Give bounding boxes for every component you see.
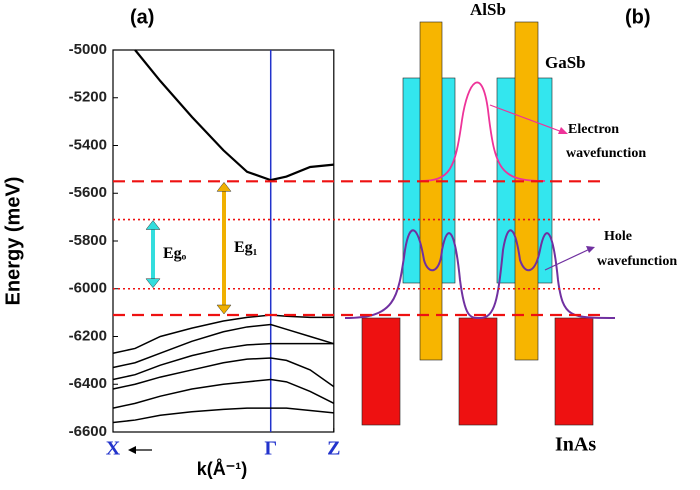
- label: Electron: [568, 122, 619, 137]
- band-line: [112, 407, 334, 424]
- y-tick-label: -5400: [69, 136, 107, 153]
- band-line: [112, 357, 335, 390]
- pointer: [489, 104, 566, 134]
- panel-label: (b): [625, 6, 651, 28]
- label: wavefunction: [566, 146, 646, 161]
- alsb-layer: [514, 21, 539, 361]
- panel-label: (a): [130, 6, 154, 28]
- band-line: [112, 342, 334, 381]
- label: wavefunction: [597, 254, 677, 269]
- x-tick-label: Γ: [264, 438, 277, 460]
- band-line: [112, 378, 335, 409]
- band-line: [112, 314, 334, 354]
- y-tick-label: -5200: [69, 89, 107, 106]
- inas-layer: [458, 317, 498, 426]
- annotation: Eg₁: [234, 239, 258, 256]
- label: GaSb: [545, 53, 586, 72]
- electron-wavefunction: [419, 81, 546, 182]
- y-tick-label: -6000: [69, 280, 107, 297]
- arrow-head: [558, 127, 568, 134]
- annotation: Egₒ: [163, 245, 187, 262]
- hole-wavefunction: [344, 229, 616, 320]
- arrow-head: [145, 220, 161, 230]
- arrow-head: [145, 278, 161, 289]
- decoration-arrow-head: [128, 446, 136, 454]
- label: InAs: [555, 434, 596, 456]
- arrow-head: [216, 304, 232, 315]
- y-axis-label: Energy (meV): [2, 177, 24, 306]
- arrow-head: [216, 181, 232, 192]
- y-tick-label: -6200: [69, 327, 107, 344]
- y-tick-label: -5600: [69, 184, 107, 201]
- alsb-layer: [419, 21, 443, 361]
- inas-layer: [361, 317, 401, 426]
- y-tick-label: -6600: [69, 423, 107, 440]
- arrow-head: [586, 246, 595, 253]
- inas-layer: [554, 317, 594, 426]
- label: AlSb: [470, 0, 506, 19]
- band-line: [112, 323, 335, 369]
- pointer: [544, 247, 593, 271]
- label: Hole: [604, 229, 632, 244]
- x-tick-label: Z: [327, 438, 340, 460]
- band-line: [134, 49, 334, 182]
- schematic: AlSb GaSb InAs Electron wavefunction Hol…: [344, 0, 677, 456]
- y-tick-label: -5800: [69, 232, 107, 249]
- x-tick-label: X: [106, 438, 121, 460]
- y-tick-label: -6400: [69, 375, 107, 392]
- x-axis-label: k(Å⁻¹): [197, 459, 248, 479]
- y-tick-label: -5000: [69, 41, 107, 58]
